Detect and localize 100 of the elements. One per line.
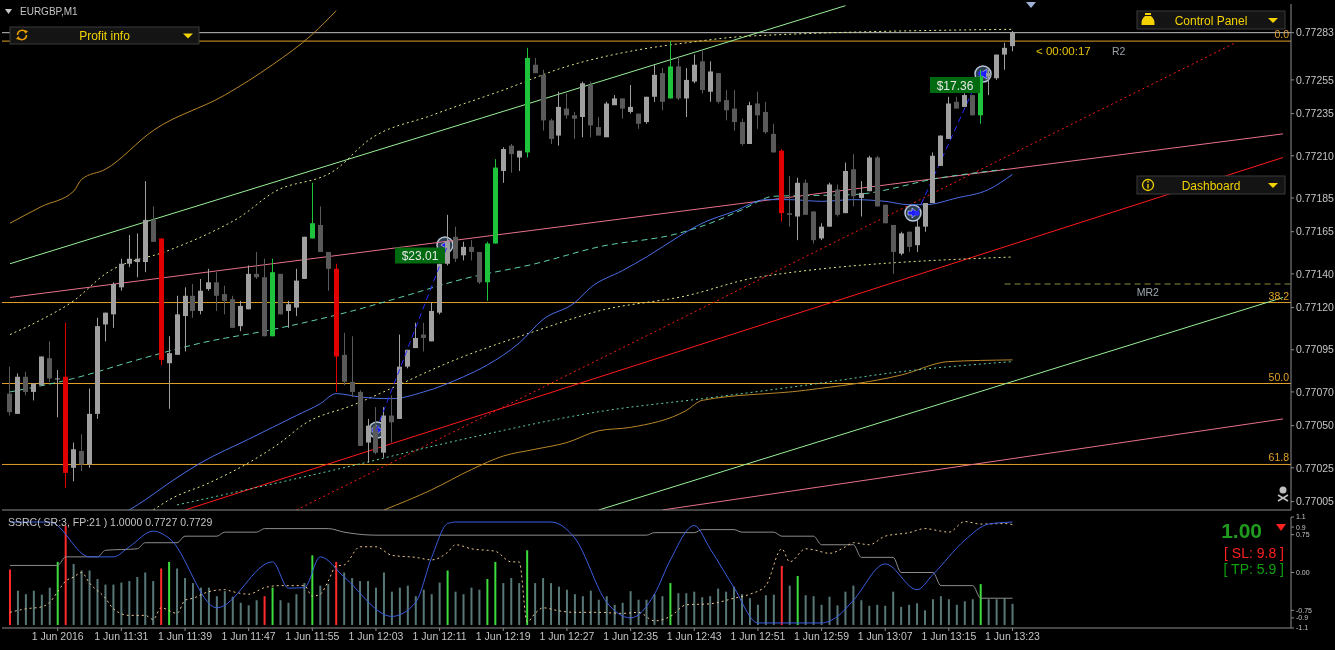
bar: [215, 596, 218, 625]
candlestick: [755, 91, 760, 130]
bar: [645, 599, 648, 625]
bar: [772, 594, 775, 625]
bar: [534, 583, 537, 625]
candlestick: [206, 268, 211, 292]
y-tick-label: 0.77025: [1296, 461, 1335, 474]
bar: [1003, 598, 1006, 625]
bar: [96, 579, 99, 625]
candlestick: [692, 54, 697, 84]
bar: [168, 561, 171, 625]
candlestick: [628, 84, 633, 115]
bar: [717, 588, 720, 625]
bar: [48, 587, 51, 625]
bar: [343, 572, 346, 625]
bar: [589, 590, 592, 625]
bar: [812, 596, 815, 625]
x-tick-label: 1 Jun 12:11: [412, 630, 467, 643]
y-tick-label: 0.77005: [1296, 495, 1335, 508]
x-tick-label: 1 Jun 13:07: [857, 630, 913, 643]
candlestick: [923, 202, 928, 233]
bar: [661, 596, 664, 625]
bar: [374, 587, 377, 625]
line-series: [128, 173, 1014, 510]
candlestick: [915, 219, 920, 253]
x-tick-label: 1 Jun 12:43: [666, 630, 722, 643]
candlestick: [652, 64, 657, 103]
bar: [40, 594, 43, 625]
bar: [382, 572, 385, 625]
y-tick-label: 0.77050: [1296, 419, 1335, 432]
candlestick: [222, 285, 227, 315]
candlestick: [620, 97, 625, 120]
bar: [263, 596, 266, 625]
bar: [764, 595, 767, 625]
bar: [207, 587, 210, 625]
bar: [144, 572, 147, 625]
y-tick-label: 0.77070: [1296, 385, 1335, 398]
bar: [558, 586, 560, 625]
bar: [16, 590, 19, 625]
x-tick-label: 1 Jun 12:59: [794, 630, 850, 643]
x-tick-label: 1 Jun 12:27: [539, 630, 595, 643]
candlestick: [899, 231, 904, 256]
annotation: [ SL: 9.8 ]: [1224, 545, 1284, 561]
bar: [693, 591, 696, 625]
candlestick: [732, 89, 737, 131]
bar: [637, 599, 640, 625]
line-series: [383, 359, 1014, 510]
bar: [836, 605, 839, 625]
y-tick-label: 0.77140: [1296, 267, 1335, 280]
bar: [176, 568, 179, 625]
bar: [828, 596, 831, 625]
x-tick-label: 1 Jun 13:15: [921, 630, 977, 643]
bar: [406, 585, 409, 625]
annotation: Dashboard: [1181, 178, 1241, 193]
bar: [581, 596, 584, 625]
candlestick: [859, 180, 864, 218]
annotation: < 00:00:17: [1036, 45, 1091, 57]
bar: [430, 594, 433, 625]
line-series: [176, 361, 1014, 506]
annotation: 38.2: [1268, 289, 1290, 302]
bar: [335, 561, 338, 625]
bar: [971, 599, 974, 625]
series-label: MR2: [1136, 285, 1160, 298]
annotation: 50.0: [1268, 370, 1290, 383]
candlestick: [461, 241, 466, 261]
bar: [669, 583, 672, 625]
line-series: [9, 528, 1014, 599]
bar: [653, 594, 656, 625]
x-tick-label: 1 Jun 11:55: [285, 630, 340, 643]
bar: [88, 570, 91, 625]
candlestick: [596, 116, 601, 137]
bar: [852, 585, 855, 625]
bar: [231, 596, 234, 625]
chart-title: EURGBP,M1: [20, 6, 79, 17]
y-tick-label: 0.77235: [1296, 107, 1335, 120]
y-tick-label: 0.77210: [1296, 149, 1335, 162]
bar: [184, 578, 187, 625]
bar: [868, 605, 871, 625]
y-tick-label: 0.77120: [1296, 301, 1335, 314]
bar: [104, 584, 107, 625]
bar: [112, 584, 115, 625]
candlestick: [684, 67, 689, 118]
candlestick: [350, 335, 355, 398]
bar: [900, 606, 903, 625]
x-tick-label: 1 Jun 12:19: [475, 630, 531, 643]
bar: [446, 570, 449, 625]
bar: [733, 586, 736, 625]
bar: [422, 589, 425, 625]
y-tick-label: 0.77095: [1296, 343, 1335, 356]
candlestick: [286, 300, 291, 329]
bar: [32, 590, 35, 625]
bar: [367, 581, 370, 625]
candlestick: [71, 442, 76, 482]
bar: [725, 591, 728, 625]
y-tick-label: 0.77255: [1296, 73, 1335, 86]
x-tick-label: 1 Jun 12:03: [348, 630, 404, 643]
bar: [780, 565, 783, 625]
bar: [295, 594, 298, 625]
candlestick: [183, 286, 188, 352]
bar: [414, 596, 417, 625]
